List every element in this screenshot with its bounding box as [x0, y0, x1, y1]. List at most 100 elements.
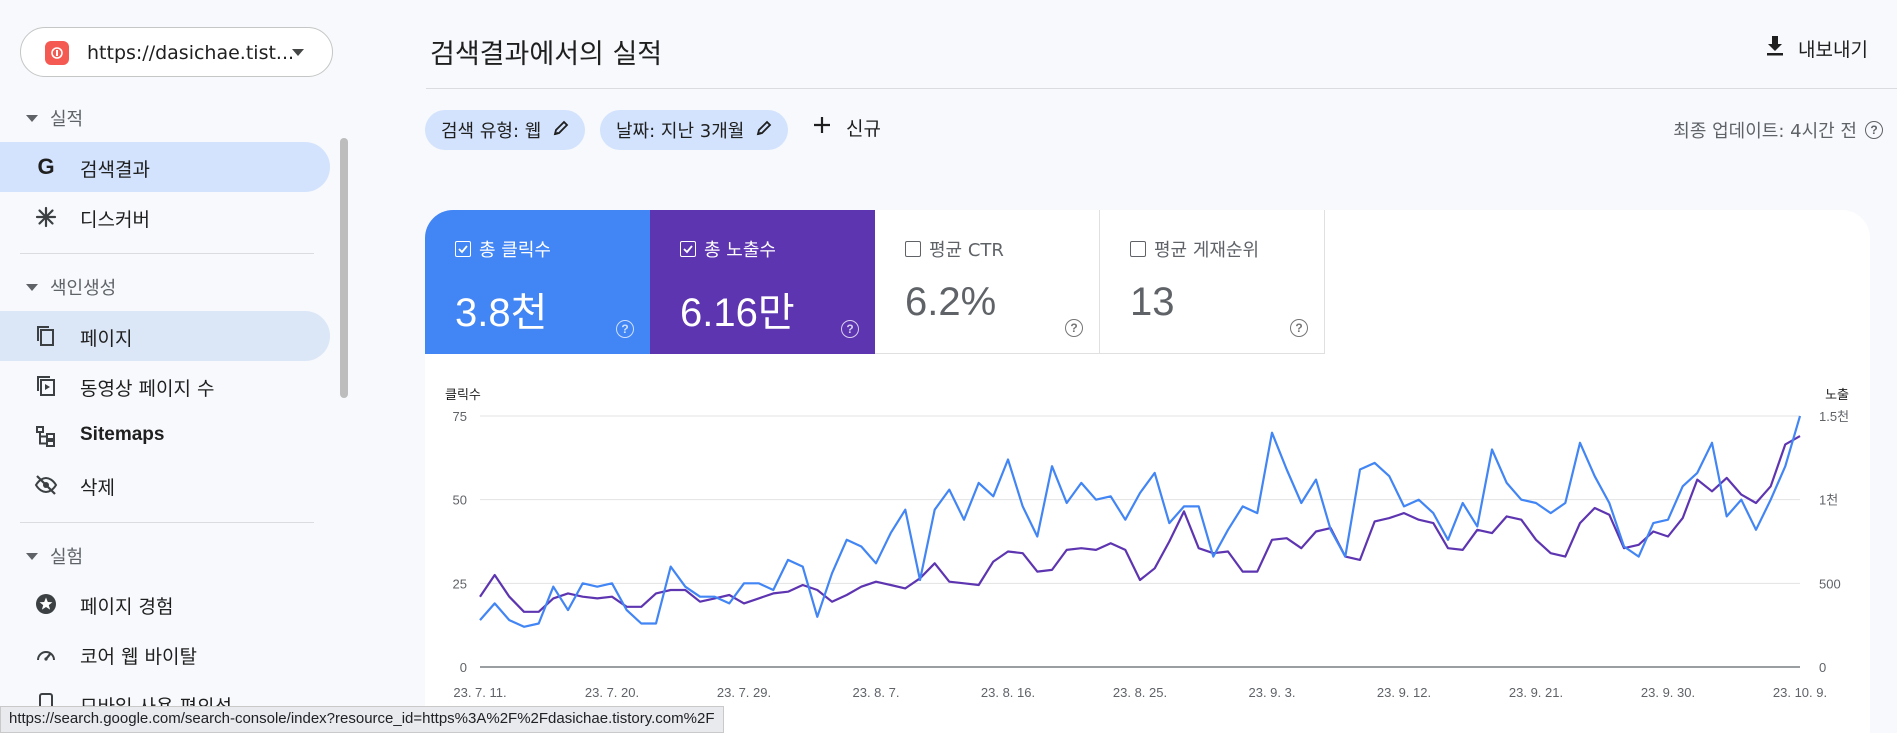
metric-total-clicks[interactable]: 총 클릭수 3.8천 ? [425, 210, 650, 354]
new-filter-button[interactable]: 신규 [812, 114, 881, 141]
status-bar-url: https://search.google.com/search-console… [0, 706, 724, 733]
y-tick-label: 0 [460, 660, 467, 675]
y-axis-label: 클릭수 [445, 388, 481, 403]
performance-card: 총 클릭수 3.8천 ? 총 노출수 6.16만 ? 평균 CTR 6.2% ?… [425, 210, 1870, 733]
sidebar-item-label: 페이지 경험 [80, 596, 174, 618]
new-filter-label: 신규 [846, 118, 881, 140]
x-tick-label: 23. 7. 29. [717, 685, 771, 700]
last-update: 최종 업데이트: 4시간 전 ? [1673, 117, 1883, 143]
section-indexing[interactable]: 색인생성 [26, 274, 116, 300]
metric-value: 3.8천 [455, 291, 548, 335]
x-tick-label: 23. 8. 7. [853, 685, 900, 700]
download-icon [1764, 34, 1786, 63]
help-icon[interactable]: ? [1865, 121, 1883, 139]
sidebar-item-sitemaps[interactable]: Sitemaps [0, 411, 330, 461]
sidebar-item-video-pages[interactable]: 동영상 페이지 수 [0, 361, 330, 411]
page-title: 검색결과에서의 실적 [430, 39, 663, 70]
metric-label: 평균 게재순위 [1154, 240, 1260, 261]
video-pages-icon [34, 374, 58, 398]
export-label: 내보내기 [1798, 39, 1868, 61]
divider [20, 522, 314, 523]
metric-label: 평균 CTR [929, 240, 1004, 261]
chip-label: 날짜: 지난 3개월 [616, 121, 745, 142]
sidebar-item-label: Sitemaps [80, 424, 165, 445]
last-update-text: 최종 업데이트: 4시간 전 [1673, 121, 1857, 142]
caret-down-icon [26, 552, 38, 560]
sidebar: https://dasichae.tist... 실적 G 검색결과 디스커버 … [0, 0, 350, 733]
checkbox-unchecked-icon[interactable] [1130, 241, 1146, 257]
chevron-down-icon [292, 49, 304, 56]
performance-chart: 0 0 25 500 50 1천 75 1.5천 클릭수 노출 23. 7. 11. 23. 7. 2… [445, 388, 1849, 700]
sidebar-item-discover[interactable]: 디스커버 [0, 192, 330, 242]
plus-icon [812, 115, 832, 140]
x-tick-label: 23. 9. 3. [1249, 685, 1296, 700]
sidebar-item-core-web-vitals[interactable]: 코어 웹 바이탈 [0, 629, 330, 679]
star-circle-icon [34, 592, 58, 616]
metric-label: 총 클릭수 [479, 240, 551, 261]
speedometer-icon [34, 642, 58, 666]
sidebar-item-label: 동영상 페이지 수 [80, 378, 215, 400]
sidebar-item-label: 디스커버 [80, 209, 150, 231]
x-tick-label: 23. 9. 30. [1641, 685, 1695, 700]
sidebar-item-page-experience[interactable]: 페이지 경험 [0, 579, 330, 629]
asterisk-icon [34, 205, 58, 229]
header-divider [426, 88, 1897, 89]
section-performance[interactable]: 실적 [26, 105, 83, 131]
x-tick-label: 23. 9. 21. [1509, 685, 1563, 700]
section-label: 실험 [50, 547, 84, 568]
x-tick-label: 23. 10. 9. [1773, 685, 1827, 700]
sidebar-item-label: 코어 웹 바이탈 [80, 646, 197, 668]
sidebar-scrollbar[interactable] [340, 138, 348, 398]
metric-label: 총 노출수 [704, 240, 776, 261]
y-tick-label: 25 [453, 576, 467, 591]
caret-down-icon [26, 283, 38, 291]
sitemap-icon [34, 424, 58, 448]
divider [20, 253, 314, 254]
sidebar-item-search-results[interactable]: G 검색결과 [0, 142, 330, 192]
checkbox-unchecked-icon[interactable] [905, 241, 921, 257]
help-icon[interactable]: ? [1290, 319, 1308, 337]
metric-average-position[interactable]: 평균 게재순위 13 ? [1100, 210, 1325, 354]
search-type-filter-chip[interactable]: 검색 유형: 웹 [425, 110, 586, 150]
edit-pencil-icon [553, 120, 569, 141]
y2-tick-label: 500 [1819, 576, 1841, 591]
checkbox-checked-icon[interactable] [455, 241, 471, 257]
checkbox-checked-icon[interactable] [680, 241, 696, 257]
property-url: https://dasichae.tist... [87, 42, 295, 64]
metric-average-ctr[interactable]: 평균 CTR 6.2% ? [875, 210, 1100, 354]
edit-pencil-icon [756, 120, 772, 141]
export-button[interactable]: 내보내기 [1764, 34, 1868, 63]
help-icon[interactable]: ? [841, 320, 859, 338]
metric-total-impressions[interactable]: 총 노출수 6.16만 ? [650, 210, 875, 354]
x-tick-label: 23. 9. 12. [1377, 685, 1431, 700]
eye-off-icon [34, 473, 58, 497]
property-selector[interactable]: https://dasichae.tist... [20, 27, 333, 77]
series-line-clicks [479, 415, 1802, 628]
help-icon[interactable]: ? [616, 320, 634, 338]
metric-value: 6.2% [905, 280, 997, 324]
y2-tick-label: 1천 [1819, 493, 1838, 508]
date-filter-chip[interactable]: 날짜: 지난 3개월 [600, 110, 789, 150]
site-favicon-icon [45, 41, 69, 65]
x-tick-label: 23. 7. 20. [585, 685, 639, 700]
y2-axis-label: 노출 [1825, 388, 1849, 403]
metric-value: 13 [1130, 280, 1175, 324]
caret-down-icon [26, 114, 38, 122]
series-line-impressions [479, 435, 1801, 613]
sidebar-item-label: 검색결과 [80, 159, 150, 181]
help-icon[interactable]: ? [1065, 319, 1083, 337]
google-g-icon: G [37, 154, 55, 179]
chip-label: 검색 유형: 웹 [441, 121, 542, 142]
metric-value: 6.16만 [680, 291, 795, 335]
sidebar-item-pages[interactable]: 페이지 [0, 311, 330, 361]
section-label: 색인생성 [50, 278, 117, 299]
y2-tick-label: 0 [1819, 660, 1826, 675]
y-tick-label: 50 [453, 493, 467, 508]
section-experience[interactable]: 실험 [26, 543, 83, 569]
section-label: 실적 [50, 109, 84, 130]
sidebar-item-label: 삭제 [80, 477, 115, 499]
y-tick-label: 75 [453, 409, 467, 424]
x-tick-label: 23. 8. 16. [981, 685, 1035, 700]
y2-tick-label: 1.5천 [1819, 409, 1849, 424]
sidebar-item-removals[interactable]: 삭제 [0, 460, 330, 510]
